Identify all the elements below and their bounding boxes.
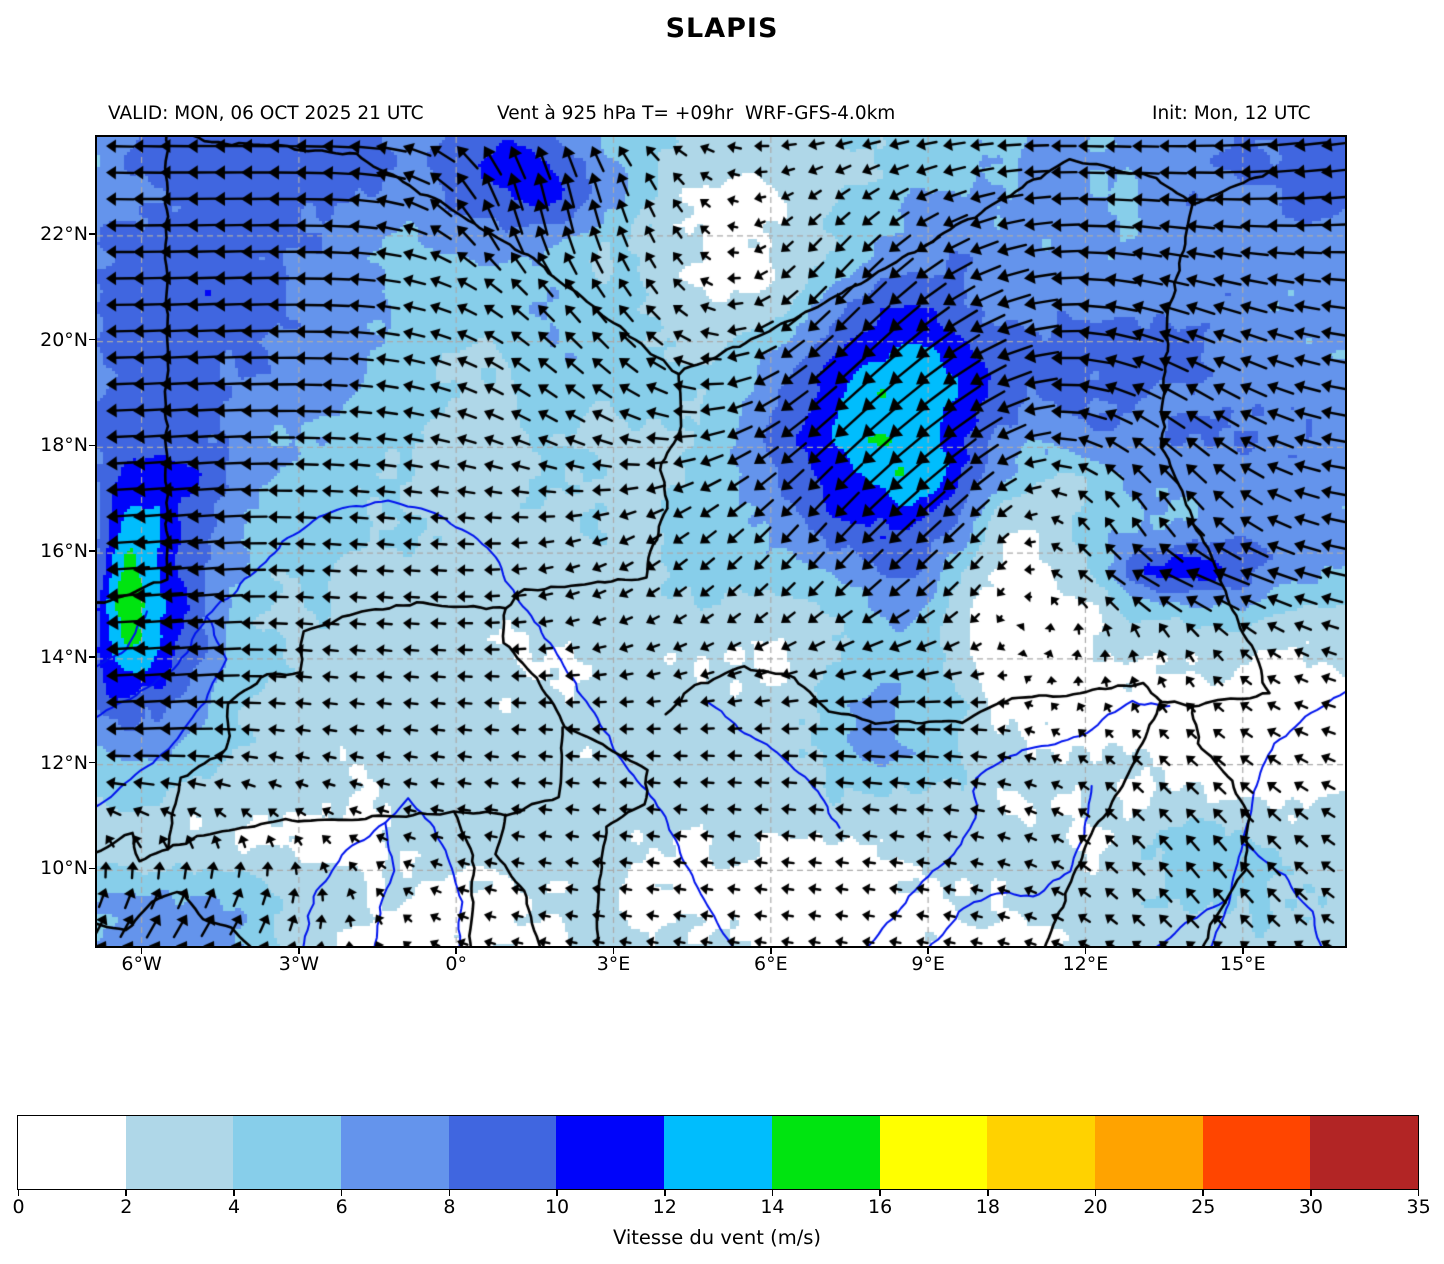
x-tick-mark — [1241, 948, 1244, 954]
x-tick-mark — [927, 948, 929, 954]
x-tick-label: 0° — [445, 953, 467, 975]
colorbar-segment — [341, 1116, 449, 1189]
x-tick-mark — [770, 948, 772, 954]
colorbar-segment — [18, 1116, 126, 1189]
colorbar-tick-mark — [17, 1190, 20, 1196]
colorbar-tick-mark — [1202, 1190, 1204, 1196]
colorbar-segment — [664, 1116, 772, 1189]
y-tick-label: 22°N — [40, 222, 88, 245]
colorbar-tick-label: 25 — [1191, 1196, 1216, 1218]
colorbar-tick-mark — [448, 1190, 451, 1196]
page-title: SLAPIS — [665, 13, 779, 44]
colorbar-tick-label: 6 — [335, 1196, 348, 1218]
y-tick-mark — [89, 338, 95, 341]
colorbar-tick-mark — [1310, 1190, 1312, 1196]
colorbar-segment — [448, 1116, 557, 1189]
colorbar-segment — [125, 1116, 234, 1189]
variable-text: Vent à 925 hPa T= +09hr WRF-GFS-4.0km — [497, 103, 896, 124]
init-time-text: Init: Mon, 12 UTC — [1152, 103, 1311, 124]
colorbar-tick-mark — [1417, 1190, 1420, 1196]
x-tick-mark — [298, 948, 300, 954]
colorbar-tick-label: 35 — [1406, 1196, 1431, 1218]
colorbar-tick-mark — [125, 1190, 128, 1196]
x-tick-label: 3°W — [278, 953, 320, 975]
colorbar-segment — [556, 1116, 665, 1189]
colorbar — [17, 1115, 1419, 1190]
x-tick-mark — [455, 948, 457, 954]
y-tick-label: 16°N — [40, 540, 88, 563]
y-tick-mark — [89, 761, 95, 764]
x-tick-label: 9°E — [911, 953, 945, 975]
colorbar-tick-mark — [987, 1190, 989, 1196]
colorbar-tick-mark — [556, 1190, 558, 1196]
colorbar-tick-label: 30 — [1298, 1196, 1323, 1218]
colorbar-segment — [1310, 1116, 1418, 1189]
colorbar-tick-mark — [879, 1190, 881, 1196]
colorbar-tick-mark — [233, 1190, 235, 1196]
colorbar-segment — [987, 1116, 1095, 1189]
x-tick-label: 3°E — [596, 953, 631, 975]
colorbar-tick-label: 10 — [544, 1196, 570, 1218]
colorbar-tick-label: 8 — [443, 1196, 456, 1218]
colorbar-tick-label: 12 — [652, 1196, 677, 1218]
colorbar-segment — [879, 1116, 988, 1189]
y-tick-mark — [89, 867, 95, 870]
colorbar-segment — [1202, 1116, 1311, 1189]
map-plot-area — [95, 135, 1347, 948]
colorbar-tick-mark — [771, 1190, 774, 1196]
colorbar-tick-mark — [1094, 1190, 1097, 1196]
wind-map-canvas — [97, 137, 1345, 946]
colorbar-tick-label: 4 — [227, 1196, 241, 1218]
colorbar-segment — [233, 1116, 342, 1189]
y-tick-label: 18°N — [40, 434, 88, 457]
colorbar-label: Vitesse du vent (m/s) — [612, 1226, 822, 1249]
y-tick-label: 14°N — [40, 645, 88, 668]
y-tick-mark — [89, 656, 95, 658]
valid-time-text: VALID: MON, 06 OCT 2025 21 UTC — [108, 103, 424, 124]
colorbar-segment — [1094, 1116, 1203, 1189]
x-tick-label: 6°W — [121, 953, 162, 975]
x-tick-mark — [612, 948, 615, 954]
y-tick-mark — [89, 444, 95, 447]
colorbar-tick-label: 0 — [12, 1196, 25, 1218]
y-tick-label: 12°N — [40, 751, 88, 774]
x-tick-label: 15°E — [1219, 953, 1266, 975]
colorbar-tick-label: 18 — [975, 1196, 1000, 1218]
x-tick-label: 12°E — [1062, 953, 1109, 975]
x-tick-label: 6°E — [754, 953, 788, 975]
colorbar-tick-label: 14 — [760, 1196, 785, 1218]
y-tick-label: 20°N — [40, 328, 88, 351]
colorbar-tick-label: 2 — [120, 1196, 133, 1218]
y-tick-mark — [89, 233, 95, 235]
colorbar-tick-label: 16 — [868, 1196, 893, 1218]
y-tick-mark — [89, 550, 95, 552]
colorbar-tick-label: 20 — [1083, 1196, 1108, 1218]
colorbar-segment — [771, 1116, 880, 1189]
x-tick-mark — [140, 948, 143, 954]
x-tick-mark — [1084, 948, 1087, 954]
colorbar-tick-mark — [663, 1190, 666, 1196]
y-tick-label: 10°N — [40, 857, 88, 880]
colorbar-tick-mark — [340, 1190, 343, 1196]
